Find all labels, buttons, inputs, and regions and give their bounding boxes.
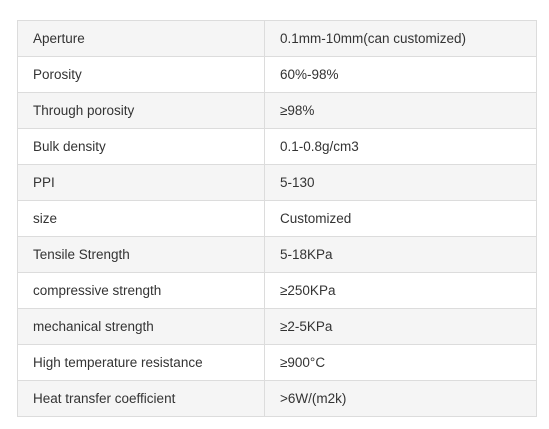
table-row: High temperature resistance ≥900°C <box>17 344 537 381</box>
value-cell: ≥250KPa <box>264 272 537 309</box>
property-cell: Through porosity <box>17 92 265 129</box>
property-cell: mechanical strength <box>17 308 265 345</box>
table-row: Porosity 60%-98% <box>17 56 537 93</box>
value-cell: 5-130 <box>264 164 537 201</box>
table-row: compressive strength ≥250KPa <box>17 272 537 309</box>
property-cell: Tensile Strength <box>17 236 265 273</box>
value-cell: >6W/(m2k) <box>264 380 537 417</box>
value-cell: ≥900°C <box>264 344 537 381</box>
property-cell: High temperature resistance <box>17 344 265 381</box>
table-row: mechanical strength ≥2-5KPa <box>17 308 537 345</box>
value-cell: 60%-98% <box>264 56 537 93</box>
table-row: Heat transfer coefficient >6W/(m2k) <box>17 380 537 417</box>
value-cell: ≥98% <box>264 92 537 129</box>
property-cell: PPI <box>17 164 265 201</box>
spec-table: Aperture 0.1mm-10mm(can customized) Poro… <box>17 20 537 417</box>
value-cell: ≥2-5KPa <box>264 308 537 345</box>
value-cell: 0.1-0.8g/cm3 <box>264 128 537 165</box>
table-row: size Customized <box>17 200 537 237</box>
table-row: Through porosity ≥98% <box>17 92 537 129</box>
table-row: Bulk density 0.1-0.8g/cm3 <box>17 128 537 165</box>
property-cell: size <box>17 200 265 237</box>
property-cell: Bulk density <box>17 128 265 165</box>
value-cell: 0.1mm-10mm(can customized) <box>264 20 537 57</box>
property-cell: Heat transfer coefficient <box>17 380 265 417</box>
table-row: Aperture 0.1mm-10mm(can customized) <box>17 20 537 57</box>
property-cell: compressive strength <box>17 272 265 309</box>
table-row: PPI 5-130 <box>17 164 537 201</box>
property-cell: Aperture <box>17 20 265 57</box>
value-cell: Customized <box>264 200 537 237</box>
value-cell: 5-18KPa <box>264 236 537 273</box>
property-cell: Porosity <box>17 56 265 93</box>
table-row: Tensile Strength 5-18KPa <box>17 236 537 273</box>
